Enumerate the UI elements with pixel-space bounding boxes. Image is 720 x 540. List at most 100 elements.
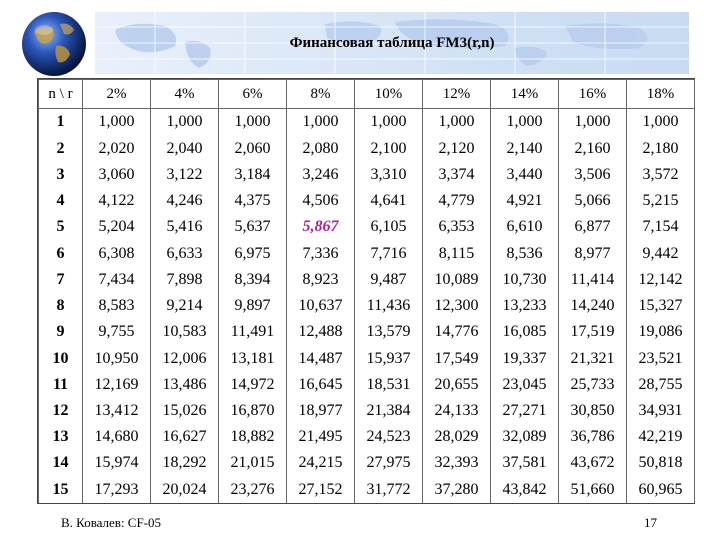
table-header-row: n \ r 2% 4% 6% 8% 10% 12% 14% 16% 18% (38, 79, 695, 109)
value-cell: 14,972 (218, 371, 287, 398)
value-cell: 1,000 (286, 108, 355, 136)
value-cell: 1,000 (82, 108, 151, 136)
value-cell: 5,637 (218, 214, 287, 241)
value-cell: 4,506 (286, 188, 355, 215)
row-index-cell: 1 (38, 108, 83, 136)
table-row: 5 5,204 5,416 5,637 5,867 6,105 6,353 6,610 6,87… (38, 214, 695, 241)
value-cell: 8,536 (490, 240, 559, 267)
value-cell: 2,040 (150, 135, 219, 162)
value-cell: 34,931 (626, 397, 695, 425)
table-row: 1 1,000 1,000 1,000 1,000 1,000 1,000 1,000 1,00… (38, 108, 695, 136)
row-index-cell: 5 (38, 214, 83, 241)
value-cell: 31,772 (354, 476, 423, 503)
value-cell: 2,140 (490, 135, 559, 162)
value-cell: 2,160 (558, 135, 627, 162)
value-cell: 14,487 (286, 345, 355, 372)
value-cell: 23,521 (626, 345, 695, 372)
value-cell: 11,436 (354, 292, 423, 320)
value-cell: 6,105 (354, 214, 423, 241)
column-header: 18% (626, 79, 695, 109)
value-cell: 2,180 (626, 135, 695, 162)
value-cell: 6,353 (422, 214, 491, 241)
row-index-cell: 11 (38, 371, 83, 398)
value-cell: 37,581 (490, 450, 559, 477)
value-cell: 18,292 (150, 450, 219, 477)
value-cell: 21,495 (286, 424, 355, 451)
value-cell: 1,000 (626, 108, 695, 136)
value-cell: 43,842 (490, 476, 559, 503)
value-cell: 11,414 (558, 266, 627, 293)
value-cell: 32,393 (422, 450, 491, 477)
table-row: 14 15,974 18,292 21,015 24,215 27,975 32,393 37… (38, 450, 695, 477)
value-cell: 6,975 (218, 240, 287, 267)
row-index-cell: 9 (38, 319, 83, 346)
value-cell: 27,152 (286, 476, 355, 503)
value-cell: 8,115 (422, 240, 491, 267)
table-row: 4 4,122 4,246 4,375 4,506 4,641 4,779 4,921 5,06… (38, 188, 695, 215)
value-cell: 16,627 (150, 424, 219, 451)
value-cell: 15,327 (626, 292, 695, 320)
table-row: 12 13,412 15,026 16,870 18,977 21,384 24,133 27… (38, 397, 695, 425)
row-index-cell: 2 (38, 135, 83, 162)
value-cell: 10,089 (422, 266, 491, 293)
value-cell: 17,519 (558, 319, 627, 346)
value-cell: 36,786 (558, 424, 627, 451)
value-cell: 4,246 (150, 188, 219, 215)
value-cell: 15,026 (150, 397, 219, 425)
value-cell: 12,142 (626, 266, 695, 293)
value-cell: 16,870 (218, 397, 287, 425)
value-cell: 5,416 (150, 214, 219, 241)
value-cell: 20,024 (150, 476, 219, 503)
value-cell: 24,215 (286, 450, 355, 477)
value-cell: 3,060 (82, 161, 151, 189)
value-cell: 1,000 (218, 108, 287, 136)
value-cell: 7,434 (82, 266, 151, 293)
value-cell: 1,000 (558, 108, 627, 136)
row-index-cell: 15 (38, 476, 83, 503)
row-index-cell: 12 (38, 397, 83, 425)
value-cell: 13,486 (150, 371, 219, 398)
value-cell: 8,977 (558, 240, 627, 267)
row-index-cell: 6 (38, 240, 83, 267)
value-cell: 13,233 (490, 292, 559, 320)
value-cell: 4,641 (354, 188, 423, 215)
value-cell: 24,523 (354, 424, 423, 451)
value-cell: 28,755 (626, 371, 695, 398)
value-cell: 17,549 (422, 345, 491, 372)
value-cell: 13,412 (82, 397, 151, 425)
row-index-cell: 8 (38, 292, 83, 320)
value-cell: 43,672 (558, 450, 627, 477)
column-header: 14% (490, 79, 559, 109)
value-cell: 12,488 (286, 319, 355, 346)
table-row: 8 8,583 9,214 9,897 10,637 11,436 12,300 13,233… (38, 292, 695, 320)
value-cell: 12,169 (82, 371, 151, 398)
value-cell: 6,633 (150, 240, 219, 267)
value-cell: 3,310 (354, 161, 423, 189)
value-cell: 8,394 (218, 266, 287, 293)
value-cell: 9,487 (354, 266, 423, 293)
value-cell: 27,271 (490, 397, 559, 425)
value-cell: 24,133 (422, 397, 491, 425)
value-cell: 3,506 (558, 161, 627, 189)
value-cell: 4,779 (422, 188, 491, 215)
value-cell: 20,655 (422, 371, 491, 398)
value-cell: 3,122 (150, 161, 219, 189)
value-cell: 3,572 (626, 161, 695, 189)
value-cell: 15,974 (82, 450, 151, 477)
column-header: 16% (558, 79, 627, 109)
value-cell: 13,181 (218, 345, 287, 372)
table-row: 3 3,060 3,122 3,184 3,246 3,310 3,374 3,440 3,50… (38, 161, 695, 189)
value-cell: 3,440 (490, 161, 559, 189)
table-row: 15 17,293 20,024 23,276 27,152 31,772 37,280 43… (38, 476, 695, 503)
value-cell: 12,006 (150, 345, 219, 372)
value-cell: 11,491 (218, 319, 287, 346)
value-cell: 2,020 (82, 135, 151, 162)
value-cell: 5,867 (286, 214, 355, 241)
value-cell: 32,089 (490, 424, 559, 451)
value-cell: 21,321 (558, 345, 627, 372)
value-cell: 13,579 (354, 319, 423, 346)
value-cell: 4,921 (490, 188, 559, 215)
value-cell: 3,374 (422, 161, 491, 189)
value-cell: 6,610 (490, 214, 559, 241)
